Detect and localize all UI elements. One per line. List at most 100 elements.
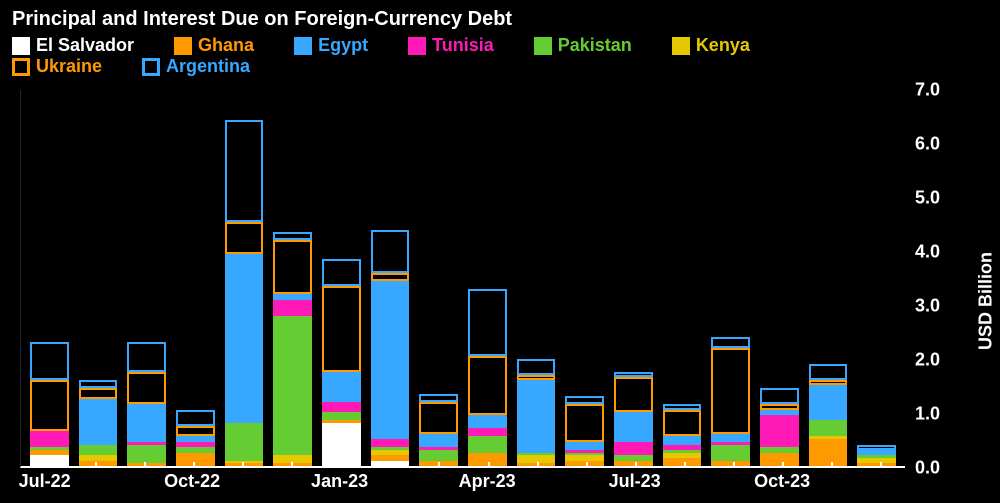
bar-segment-ukraine: [468, 356, 507, 415]
legend-label: Pakistan: [558, 35, 632, 56]
bar-segment-egypt: [225, 254, 264, 423]
bar-segment-ukraine: [419, 402, 458, 434]
bar-segment-egypt: [711, 434, 750, 442]
bar: [369, 90, 412, 466]
legend-item-tunisia: Tunisia: [408, 35, 494, 56]
legend-item-ghana: Ghana: [174, 35, 254, 56]
bar: [174, 90, 217, 466]
x-tick: [95, 462, 97, 468]
bar-segment-argentina: [857, 445, 896, 450]
bar-segment-ukraine: [79, 388, 118, 399]
legend-swatch-pakistan: [534, 37, 552, 55]
bar: [855, 90, 898, 466]
legend-swatch-ukraine: [12, 58, 30, 76]
bar-segment-pakistan: [565, 453, 604, 456]
bar-segment-tunisia: [614, 442, 653, 455]
legend-swatch-tunisia: [408, 37, 426, 55]
bar-segment-ukraine: [711, 348, 750, 434]
legend-swatch-el_salvador: [12, 37, 30, 55]
bar-segment-el_salvador: [30, 455, 69, 466]
bar: [417, 90, 460, 466]
bar-segment-el_salvador: [322, 423, 361, 466]
bar-segment-egypt: [565, 442, 604, 450]
x-label: Apr-23: [459, 471, 516, 492]
bar: [612, 90, 655, 466]
bar-segment-ghana: [809, 439, 848, 466]
bar-segment-pakistan: [419, 450, 458, 461]
legend-swatch-ghana: [174, 37, 192, 55]
x-tick: [635, 462, 637, 468]
x-tick: [144, 462, 146, 468]
bar-segment-pakistan: [322, 412, 361, 420]
bar: [515, 90, 558, 466]
bar-segment-argentina: [371, 230, 410, 273]
x-label: Jul-22: [19, 471, 71, 492]
bar-segment-ukraine: [225, 222, 264, 254]
x-tick: [782, 462, 784, 468]
bar-segment-kenya: [225, 461, 264, 464]
y-axis-label: USD Billion: [976, 252, 997, 350]
bar-segment-ghana: [663, 458, 702, 466]
bar-segment-argentina: [468, 289, 507, 356]
bar-segment-egypt: [809, 385, 848, 420]
bar-segment-argentina: [614, 372, 653, 377]
bar-segment-kenya: [663, 453, 702, 458]
x-tick: [488, 462, 490, 468]
bar-segment-pakistan: [517, 453, 556, 456]
bar-segment-ghana: [371, 455, 410, 460]
bar-segment-kenya: [857, 458, 896, 463]
bar-segment-ukraine: [322, 286, 361, 372]
bar-segment-ghana: [565, 461, 604, 466]
bar-segment-argentina: [225, 120, 264, 222]
bar-segment-egypt: [517, 380, 556, 453]
y-tick: 7.0: [915, 80, 940, 101]
bar-segment-tunisia: [127, 442, 166, 445]
bar-segment-egypt: [468, 415, 507, 428]
x-axis: Jul-22Oct-22Jan-23Apr-23Jul-23Oct-23: [20, 471, 905, 499]
bar-segment-ukraine: [517, 375, 556, 380]
bar: [807, 90, 850, 466]
x-tick: [242, 462, 244, 468]
bar-segment-egypt: [127, 404, 166, 442]
legend-item-ukraine: Ukraine: [12, 56, 102, 77]
x-label: Oct-23: [754, 471, 810, 492]
bar: [320, 90, 363, 466]
y-tick: 4.0: [915, 242, 940, 263]
bar-segment-kenya: [809, 436, 848, 439]
bar: [661, 90, 704, 466]
bar-segment-pakistan: [127, 445, 166, 464]
x-tick: [684, 462, 686, 468]
bar-segment-ghana: [30, 450, 69, 455]
x-tick: [880, 462, 882, 468]
bar-segment-pakistan: [468, 436, 507, 452]
bar-segment-egypt: [614, 412, 653, 442]
bar: [563, 90, 606, 466]
legend-label: Tunisia: [432, 35, 494, 56]
legend: El SalvadorGhanaEgyptTunisiaPakistanKeny…: [12, 35, 792, 77]
bar-segment-argentina: [809, 364, 848, 380]
legend-item-kenya: Kenya: [672, 35, 750, 56]
bar-segment-egypt: [176, 436, 215, 441]
bar-segment-kenya: [79, 455, 118, 460]
x-tick: [389, 462, 391, 468]
bar: [709, 90, 752, 466]
y-axis: 0.01.02.03.04.05.06.07.0: [905, 90, 940, 468]
bar-segment-ghana: [127, 463, 166, 466]
bar: [125, 90, 168, 466]
bar-segment-ukraine: [663, 410, 702, 437]
x-label: Jul-23: [609, 471, 661, 492]
bar-segment-egypt: [760, 410, 799, 415]
legend-swatch-argentina: [142, 58, 160, 76]
y-tick: 5.0: [915, 188, 940, 209]
bar-segment-argentina: [663, 404, 702, 409]
bar: [466, 90, 509, 466]
bar-segment-pakistan: [711, 445, 750, 461]
bar: [28, 90, 71, 466]
bar-segment-kenya: [371, 450, 410, 455]
bar-segment-argentina: [517, 359, 556, 375]
x-label: Oct-22: [164, 471, 220, 492]
legend-item-argentina: Argentina: [142, 56, 250, 77]
bars-group: [21, 90, 905, 466]
bar-segment-argentina: [79, 380, 118, 388]
bar-segment-egypt: [322, 372, 361, 402]
